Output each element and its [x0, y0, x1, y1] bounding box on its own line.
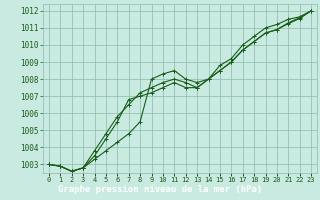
- Text: Graphe pression niveau de la mer (hPa): Graphe pression niveau de la mer (hPa): [58, 185, 262, 194]
